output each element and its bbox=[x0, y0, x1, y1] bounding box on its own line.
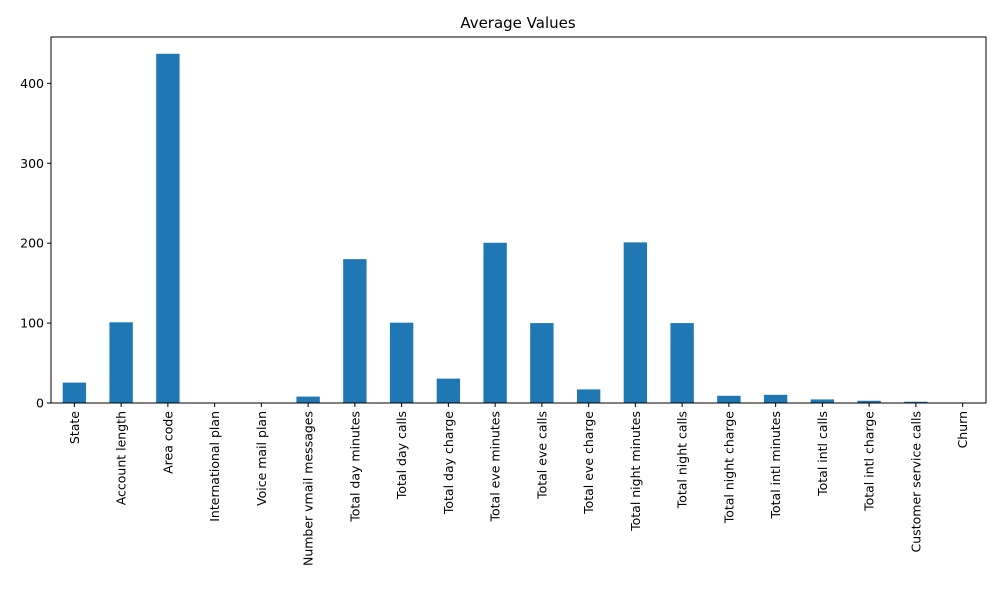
chart-title: Average Values bbox=[460, 14, 576, 32]
x-tick-label: Churn bbox=[955, 411, 970, 448]
x-tick-label: Total intl charge bbox=[862, 411, 877, 512]
x-tick-label: Customer service calls bbox=[908, 411, 923, 552]
x-axis: State Account length Area code Internationa… bbox=[67, 403, 970, 566]
y-axis: 0 100 200 300 400 bbox=[20, 76, 51, 411]
bar-total-intl-calls bbox=[810, 399, 835, 403]
bar-total-night-charge bbox=[717, 395, 741, 403]
bar-state bbox=[62, 382, 87, 403]
bar-total-eve-charge bbox=[576, 389, 601, 403]
x-tick-label: International plan bbox=[207, 411, 222, 522]
bar-total-intl-charge bbox=[857, 400, 881, 403]
x-tick-label: State bbox=[67, 411, 82, 444]
x-tick-label: Area code bbox=[160, 411, 175, 474]
x-tick-label: Total intl minutes bbox=[768, 411, 783, 520]
bar-area-code bbox=[156, 53, 180, 404]
bar-number-vmail-messages bbox=[296, 396, 320, 403]
x-tick-label: Total night calls bbox=[675, 411, 690, 509]
x-tick-label: Number vmail messages bbox=[301, 411, 316, 566]
bars-group bbox=[62, 53, 975, 404]
bar-total-eve-calls bbox=[530, 323, 554, 403]
x-tick-label: Total intl calls bbox=[815, 411, 830, 497]
bar-customer-service-calls bbox=[904, 401, 928, 403]
plot-frame bbox=[50, 36, 987, 404]
bar-total-night-calls bbox=[670, 323, 694, 403]
bar-total-night-minutes bbox=[623, 242, 648, 403]
x-tick-label: Total day charge bbox=[441, 411, 456, 515]
y-tick-label: 300 bbox=[20, 156, 44, 171]
bar-total-intl-minutes bbox=[763, 394, 788, 403]
x-tick-label: Total eve charge bbox=[581, 411, 596, 515]
bar-total-day-minutes bbox=[343, 259, 367, 403]
y-tick-label: 200 bbox=[20, 236, 44, 251]
x-tick-label: Total eve minutes bbox=[488, 411, 503, 523]
x-tick-label: Account length bbox=[114, 411, 129, 505]
x-tick-label: Total day calls bbox=[394, 411, 409, 500]
y-tick-label: 100 bbox=[20, 316, 44, 331]
y-tick-label: 0 bbox=[36, 396, 44, 411]
x-tick-label: Voice mail plan bbox=[254, 411, 269, 506]
x-tick-label: Total night charge bbox=[721, 411, 736, 525]
x-tick-label: Total day minutes bbox=[347, 411, 362, 523]
bar-account-length bbox=[109, 322, 133, 403]
y-tick-label: 400 bbox=[20, 76, 44, 91]
bar-total-eve-minutes bbox=[483, 242, 507, 403]
bar-total-day-charge bbox=[436, 378, 461, 403]
x-tick-label: Total night minutes bbox=[628, 411, 643, 532]
bar-total-day-calls bbox=[389, 322, 414, 403]
x-tick-label: Total eve calls bbox=[534, 411, 549, 500]
